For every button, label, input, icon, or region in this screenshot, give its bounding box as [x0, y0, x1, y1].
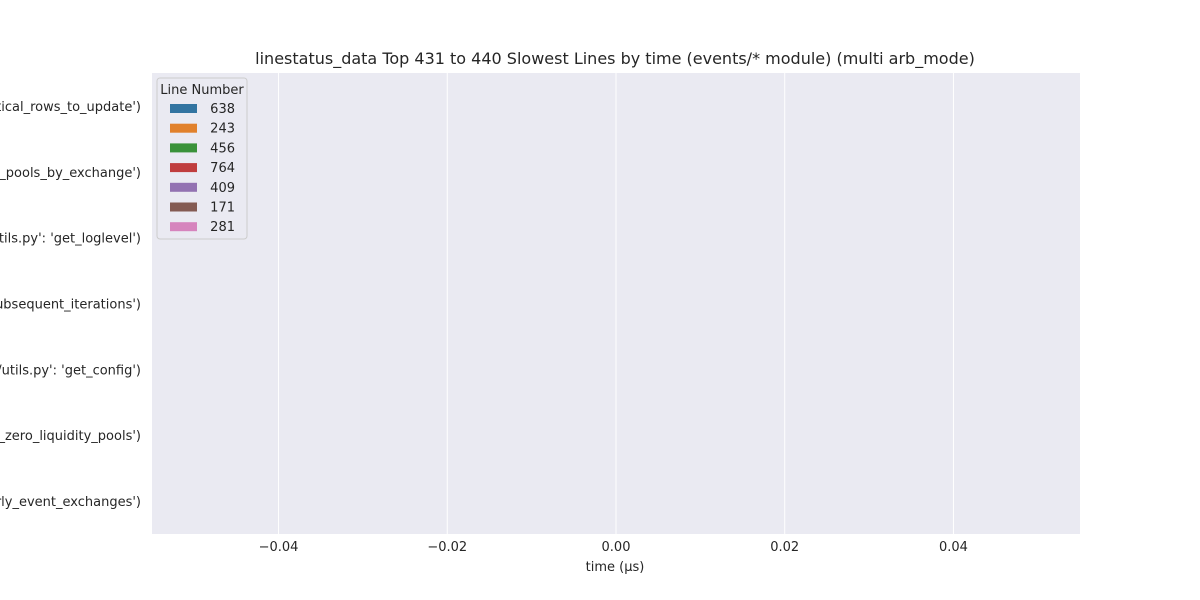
legend-entries: 638 243 456 764 409 171 281	[170, 102, 235, 235]
x-tick-label: 0.02	[770, 540, 799, 555]
x-tick-label: −0.04	[259, 540, 299, 555]
legend-title: Line Number	[160, 83, 244, 98]
legend-box	[156, 77, 248, 240]
legend-swatch	[170, 163, 197, 173]
y-tick-label: tical_rows_to_update')	[0, 100, 141, 115]
legend-label: 243	[210, 122, 235, 137]
x-axis: −0.04 −0.02 0.00 0.02 0.04	[259, 540, 968, 555]
legend-swatch	[170, 222, 197, 232]
legend: Line Number 638 243 456 764 409 171 281	[156, 77, 248, 240]
legend-swatch	[170, 182, 197, 192]
y-tick-label: e_zero_liquidity_pools')	[0, 429, 141, 444]
gridlines	[278, 73, 954, 534]
x-tick-label: 0.04	[939, 540, 968, 555]
x-tick-label: 0.00	[602, 540, 631, 555]
y-tick-label: /utils.py': 'get_loglevel')	[0, 232, 141, 247]
legend-label: 764	[210, 161, 235, 176]
x-tick-label: −0.02	[427, 540, 467, 555]
y-tick-label: /utils.py': 'get_config')	[0, 363, 141, 378]
legend-label: 281	[210, 220, 235, 235]
legend-label: 171	[210, 201, 235, 216]
legend-label: 456	[210, 141, 235, 156]
chart-title: linestatus_data Top 431 to 440 Slowest L…	[255, 49, 975, 69]
y-tick-label: l_pools_by_exchange')	[0, 166, 141, 181]
x-axis-label: time (μs)	[586, 560, 645, 575]
y-axis: tical_rows_to_update') l_pools_by_exchang…	[0, 100, 141, 510]
legend-swatch	[170, 202, 197, 212]
legend-label: 409	[210, 181, 235, 196]
legend-swatch	[170, 104, 197, 113]
y-tick-label: subsequent_iterations')	[0, 298, 141, 313]
legend-swatch	[170, 123, 197, 133]
legend-label: 638	[210, 102, 235, 117]
legend-swatch	[170, 143, 197, 153]
y-tick-label: erly_event_exchanges')	[0, 495, 141, 510]
